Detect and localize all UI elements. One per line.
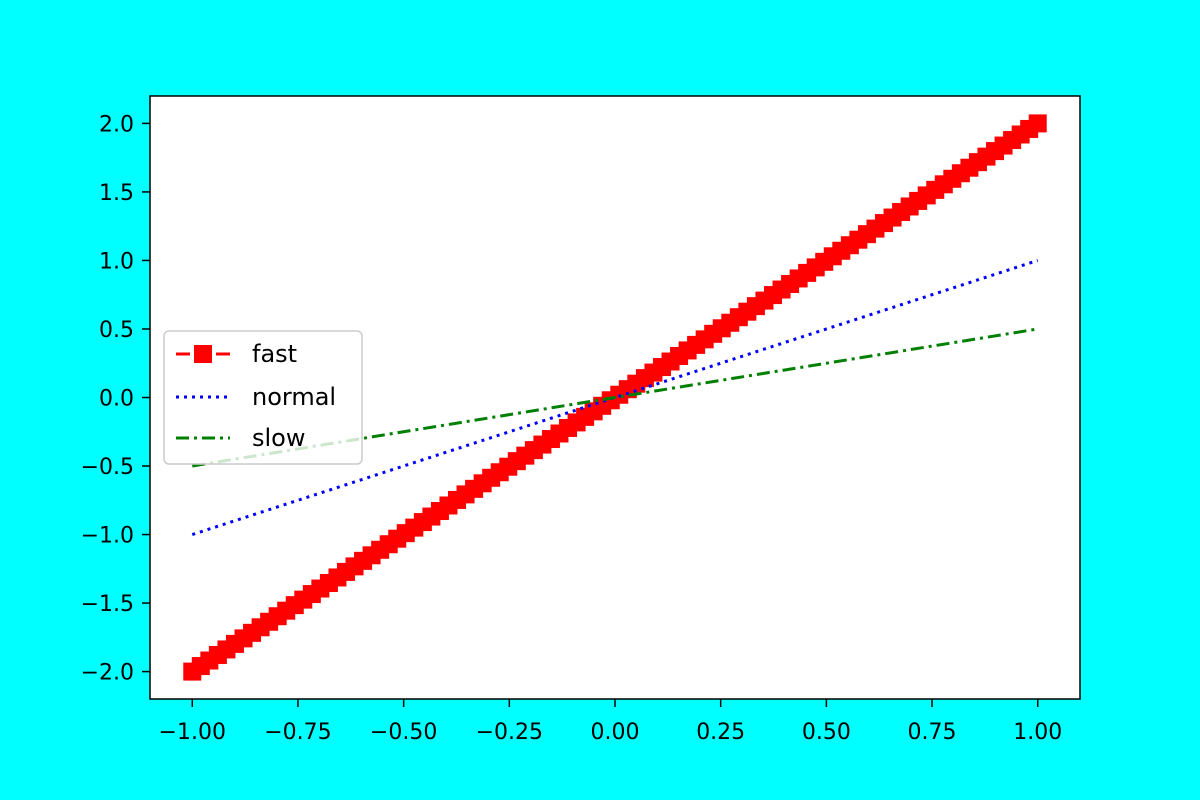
x-tick-label: −1.00 [159,720,226,745]
legend-item-fast: fast [176,340,297,368]
legend-marker [194,345,212,363]
y-axis: −2.0 −1.5 −1.0 −0.5 0.0 0.5 1.0 1.5 2.0 [81,112,150,686]
legend-label: normal [252,383,336,411]
series-fast [183,114,1047,681]
y-tick-label: 1.0 [99,249,134,274]
y-tick-label: −2.0 [81,661,134,686]
x-tick-label: −0.50 [370,720,437,745]
x-tick-label: 1.00 [1013,720,1062,745]
y-tick-label: 0.5 [99,318,134,343]
y-tick-label: −0.5 [81,455,134,480]
series-layer [183,114,1047,681]
y-tick-label: 2.0 [99,112,134,137]
x-tick-label: −0.75 [264,720,331,745]
legend-box [163,330,363,465]
x-tick-label: 0.25 [696,720,745,745]
y-tick-label: 1.5 [99,181,134,206]
x-tick-label: −0.25 [476,720,543,745]
x-tick-label: 0.50 [802,720,851,745]
x-axis: −1.00 −0.75 −0.50 −0.25 0.00 0.25 0.50 0.75 1.00 [159,699,1062,745]
legend-item-slow: slow [176,424,305,452]
y-tick-label: −1.5 [81,592,134,617]
y-tick-label: −1.0 [81,524,134,549]
x-tick-label: 0.75 [908,720,957,745]
legend-label: slow [252,424,305,452]
legend: fast normal slow [163,330,363,465]
data-point [1028,114,1047,133]
x-tick-label: 0.00 [591,720,640,745]
legend-label: fast [252,340,297,368]
legend-item-normal: normal [176,383,336,411]
y-tick-label: 0.0 [99,387,134,412]
